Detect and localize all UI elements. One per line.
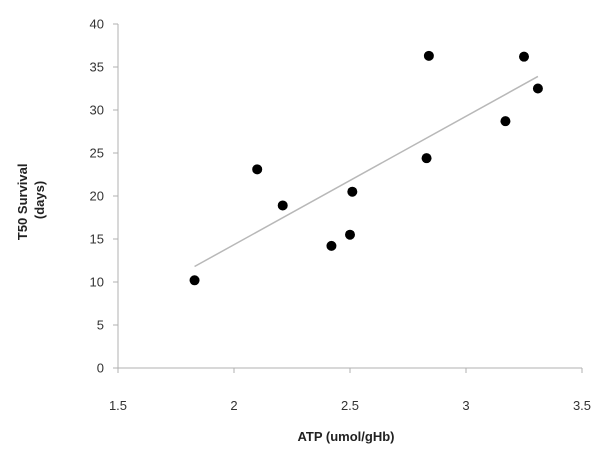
y-tick-label: 30 — [90, 103, 104, 118]
y-tick-label: 40 — [90, 17, 104, 32]
x-tick-label: 2 — [230, 398, 237, 413]
x-tick-label: 2.5 — [341, 398, 359, 413]
data-point — [532, 83, 543, 94]
data-point — [252, 164, 263, 175]
x-tick-label: 3.5 — [573, 398, 591, 413]
data-point — [347, 186, 358, 197]
trendline-group — [194, 75, 539, 268]
y-tick-label: 15 — [90, 232, 104, 247]
data-point — [500, 116, 511, 127]
y-tick-label: 10 — [90, 275, 104, 290]
data-point — [277, 200, 288, 211]
x-tick-label: 1.5 — [109, 398, 127, 413]
y-tick-label: 0 — [97, 361, 104, 376]
data-point — [345, 229, 355, 240]
trendline — [194, 75, 539, 268]
data-point — [326, 240, 337, 251]
data-point — [423, 50, 434, 61]
y-tick-label: 5 — [97, 318, 104, 333]
y-axis-title-line1: T50 Survival — [15, 164, 30, 241]
y-tick-label: 25 — [90, 146, 104, 161]
data-point — [421, 153, 432, 164]
y-axis-title: T50 Survival (days) — [15, 160, 47, 240]
data-point — [189, 275, 200, 286]
y-axis-title-line2: (days) — [32, 181, 47, 219]
y-tick-label: 35 — [90, 60, 104, 75]
x-tick-label: 3 — [462, 398, 469, 413]
data-points — [189, 50, 543, 286]
data-point — [519, 51, 529, 62]
tick-marks — [113, 23, 583, 373]
y-tick-label: 20 — [90, 189, 104, 204]
x-axis-title: ATP (umol/gHb) — [297, 429, 394, 444]
